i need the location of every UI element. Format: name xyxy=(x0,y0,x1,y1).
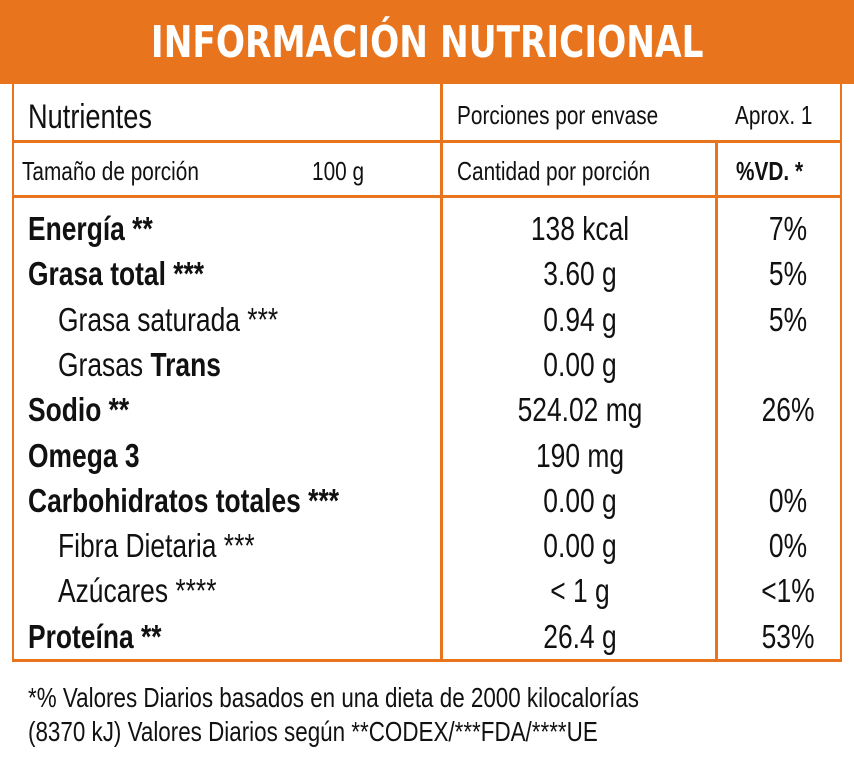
nutrient-label: Fibra Dietaria xyxy=(58,527,217,564)
nutrient-label: Grasas xyxy=(58,346,151,383)
title-bar: INFORMACIÓN NUTRICIONAL xyxy=(0,0,854,84)
nutrient-label-suffix: *** xyxy=(216,527,255,564)
nutrient-label: Azúcares xyxy=(58,572,169,609)
servings-value: Aprox. 1 xyxy=(735,100,813,130)
nutrient-amount: < 1 g xyxy=(550,572,610,609)
nutrient-amount: 0.00 g xyxy=(543,527,617,564)
nutrient-label-suffix: ** xyxy=(133,618,162,655)
nutrient-name: Grasas Trans xyxy=(58,348,221,381)
nutrient-amount: 0.00 g xyxy=(543,346,617,383)
nutrient-label-suffix: *** xyxy=(300,482,340,519)
nutrient-name: Azúcares **** xyxy=(58,574,216,607)
nutrient-daily-value: 26% xyxy=(761,391,815,428)
footnote-line-2: (8370 kJ) Valores Diarios según **CODEX/… xyxy=(28,716,598,747)
table-frame xyxy=(12,84,842,662)
nutrient-name: Fibra Dietaria *** xyxy=(58,529,255,562)
nutrient-label-suffix: **** xyxy=(168,572,217,609)
nutrient-amount: 138 kcal xyxy=(530,210,630,247)
nutrient-name: Energía ** xyxy=(28,212,153,245)
serving-size-value: 100 g xyxy=(312,156,365,186)
nutrient-label-suffix: *** xyxy=(239,301,279,338)
footnote-line-1: *% Valores Diarios basados en una dieta … xyxy=(28,682,639,713)
nutrient-label-suffix: ** xyxy=(101,391,130,428)
nutrient-amount: 524.02 mg xyxy=(517,391,643,428)
nutrient-name: Sodio ** xyxy=(28,393,129,426)
nutrient-name: Omega 3 xyxy=(28,439,140,472)
amount-header: Cantidad por porción xyxy=(457,156,651,186)
servings-label: Porciones por envase xyxy=(457,100,659,130)
nutrient-daily-value: 5% xyxy=(768,255,808,292)
nutrient-daily-value: <1% xyxy=(761,572,815,609)
nutrient-label: Grasa total xyxy=(28,255,166,292)
column-divider-1 xyxy=(440,84,443,662)
nutrient-label-suffix: Trans xyxy=(150,346,221,383)
nutrients-header: Nutrientes xyxy=(28,98,152,136)
nutrient-label-suffix: *** xyxy=(165,255,205,292)
column-divider-2 xyxy=(715,143,718,662)
nutrient-label: Sodio xyxy=(28,391,102,428)
nutrient-label: Carbohidratos totales xyxy=(28,482,301,519)
dv-header: %VD. * xyxy=(736,156,804,186)
nutrient-amount: 190 mg xyxy=(535,437,625,474)
nutrient-daily-value: 0% xyxy=(768,527,808,564)
nutrient-name: Grasa total *** xyxy=(28,257,204,290)
nutrient-label: Proteína xyxy=(28,618,134,655)
nutrient-amount: 0.00 g xyxy=(543,482,617,519)
nutrient-amount: 26.4 g xyxy=(543,618,617,655)
nutrient-daily-value: 7% xyxy=(768,210,808,247)
header-divider xyxy=(12,140,842,143)
nutrient-name: Proteína ** xyxy=(28,620,162,653)
nutrient-label: Omega 3 xyxy=(28,437,140,474)
nutrient-amount: 0.94 g xyxy=(543,301,617,338)
nutrient-amount: 3.60 g xyxy=(543,255,617,292)
nutrient-daily-value: 53% xyxy=(761,618,815,655)
nutrient-label-suffix: ** xyxy=(124,210,153,247)
page-title: INFORMACIÓN NUTRICIONAL xyxy=(150,16,704,68)
serving-size-label: Tamaño de porción xyxy=(22,156,199,186)
nutrient-name: Carbohidratos totales *** xyxy=(28,484,339,517)
nutrient-name: Grasa saturada *** xyxy=(58,303,278,336)
nutrient-label: Grasa saturada xyxy=(58,301,240,338)
nutrient-daily-value: 0% xyxy=(768,482,808,519)
nutrient-label: Energía xyxy=(28,210,125,247)
body-divider xyxy=(12,195,842,198)
nutrient-daily-value: 5% xyxy=(768,301,808,338)
